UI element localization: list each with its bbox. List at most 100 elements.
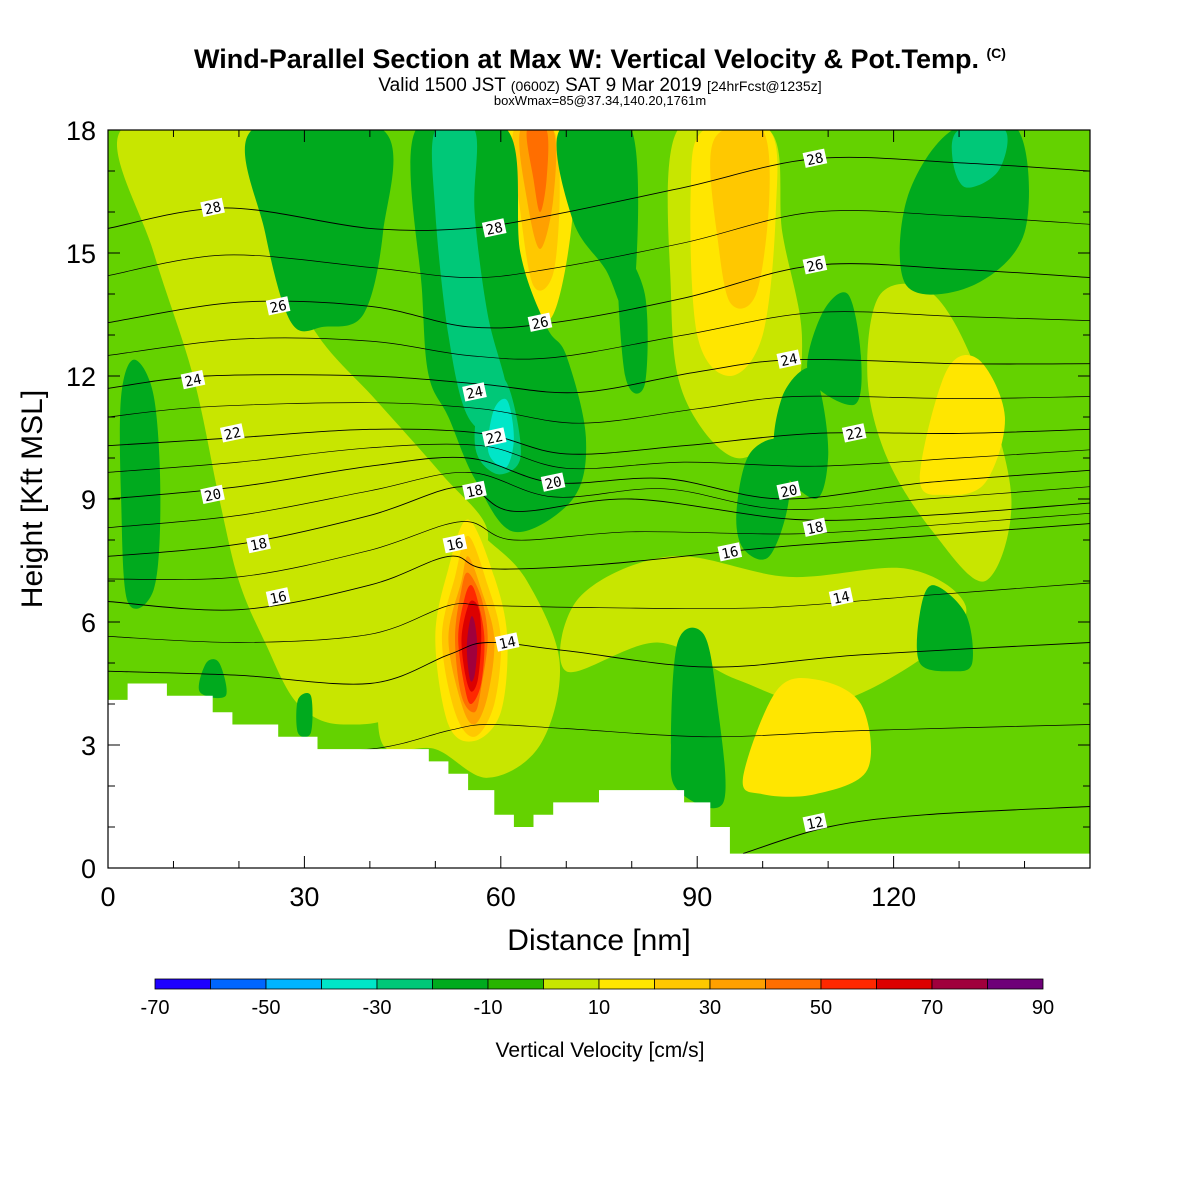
isentrope-label-text: 26 bbox=[268, 298, 288, 317]
y-tick-label: 15 bbox=[66, 239, 96, 269]
velocity-contour-region bbox=[119, 359, 161, 609]
chart-title: Wind-Parallel Section at Max W: Vertical… bbox=[194, 44, 1006, 74]
isentrope-label-box bbox=[776, 349, 802, 369]
isentrope-label: 24 bbox=[462, 382, 487, 403]
isentrope-label-box bbox=[540, 472, 566, 492]
y-tick-label: 3 bbox=[81, 731, 96, 761]
colorbar-swatch bbox=[543, 978, 600, 990]
isentrope-label-box bbox=[802, 517, 828, 537]
colorbar-tick-label: 10 bbox=[588, 997, 610, 1019]
velocity-contour-region bbox=[559, 556, 967, 705]
y-tick-label: 12 bbox=[66, 362, 96, 392]
isentrope-group bbox=[108, 156, 1090, 855]
isentrope-label-box bbox=[265, 296, 291, 316]
isentrope-label-box bbox=[717, 542, 743, 562]
isentrope-label-text: 22 bbox=[845, 425, 865, 444]
colorbar-tick-label: 50 bbox=[810, 997, 832, 1019]
isentrope-label: 22 bbox=[481, 427, 507, 448]
y-axis-label: Height [Kft MSL] bbox=[16, 390, 49, 608]
isentrope-label-text: 26 bbox=[805, 257, 825, 276]
isentrope-line-12 bbox=[742, 806, 1090, 855]
isentrope-label-text: 22 bbox=[223, 425, 243, 444]
isentrope-label: 26 bbox=[265, 296, 291, 317]
isentrope-label-box bbox=[442, 533, 468, 554]
velocity-contour-region bbox=[710, 130, 770, 309]
isentrope-label: 12 bbox=[802, 812, 828, 833]
isentrope-label-box bbox=[180, 369, 206, 390]
colorbar-tick-label: -10 bbox=[474, 997, 503, 1019]
isentrope-label: 18 bbox=[246, 533, 271, 555]
isentrope-label-box bbox=[481, 427, 507, 447]
x-tick-label: 60 bbox=[486, 882, 516, 912]
isentrope-label-text: 20 bbox=[543, 474, 563, 493]
isentrope-label-text: 28 bbox=[485, 220, 505, 239]
isentrope-label: 14 bbox=[828, 587, 854, 608]
y-tick-label: 0 bbox=[81, 854, 96, 884]
isentrope-label-text: 28 bbox=[805, 150, 825, 169]
isentrope-label-text: 20 bbox=[203, 486, 223, 505]
velocity-contour-region bbox=[807, 292, 862, 406]
isentrope-label: 22 bbox=[219, 423, 245, 444]
isentrope-label: 14 bbox=[494, 632, 520, 653]
isentrope-label-text: 18 bbox=[805, 519, 825, 538]
isentrope-line-22 bbox=[108, 428, 1090, 455]
isentrope-line-20 bbox=[108, 456, 1090, 500]
chart-valid-time: Valid 1500 JST (0600Z) SAT 9 Mar 2019 [2… bbox=[378, 75, 822, 96]
isentrope-minor-line bbox=[108, 472, 1090, 529]
isentrope-label: 16 bbox=[717, 542, 743, 563]
isentrope-label: 24 bbox=[776, 349, 802, 370]
velocity-contour-region bbox=[526, 130, 549, 212]
isentrope-label: 28 bbox=[481, 218, 507, 239]
isentrope-minor-line bbox=[108, 210, 1090, 278]
isentrope-label: 20 bbox=[200, 484, 225, 505]
colorbar-tick-label: 30 bbox=[699, 997, 721, 1019]
colorbar-swatch bbox=[432, 978, 489, 990]
isentrope-label-box bbox=[828, 587, 854, 607]
colorbar-tick-label: -50 bbox=[252, 997, 281, 1019]
terrain-mask bbox=[108, 683, 1090, 868]
velocity-contour-region bbox=[670, 627, 726, 809]
isentrope-label-text: 18 bbox=[465, 482, 485, 501]
velocity-contour-region bbox=[919, 354, 1005, 496]
isentrope-label-box bbox=[462, 480, 487, 500]
isentrope-label-box bbox=[494, 632, 520, 652]
isentrope-line-18 bbox=[108, 486, 1090, 557]
isentrope-label-box bbox=[841, 423, 867, 443]
colorbar-swatch bbox=[376, 978, 433, 990]
velocity-contour-region bbox=[198, 659, 227, 699]
isentrope-label-box bbox=[527, 312, 553, 332]
colorbar-swatch bbox=[210, 978, 267, 990]
isentrope-label: 28 bbox=[802, 148, 828, 169]
isentrope-label: 16 bbox=[442, 533, 468, 555]
colorbar-swatch bbox=[709, 978, 766, 990]
isentrope-minor-line bbox=[108, 395, 1090, 424]
isentrope-label-group: 28 28 28 26 26 26 24 24 24 22 22 22 20 20 20 18 18 18 16 16… bbox=[180, 148, 867, 833]
velocity-contour-region bbox=[951, 130, 1008, 188]
isentrope-label-box bbox=[265, 587, 291, 607]
contour-fill-group bbox=[116, 130, 1029, 809]
isentrope-label-text: 16 bbox=[268, 589, 288, 608]
colorbar-label: Vertical Velocity [cm/s] bbox=[496, 1039, 705, 1062]
y-tick-label: 9 bbox=[81, 485, 96, 515]
isentrope-minor-line bbox=[108, 311, 1090, 360]
colorbar-swatch bbox=[598, 978, 655, 990]
isentrope-label-text: 12 bbox=[805, 814, 825, 833]
velocity-contour-region bbox=[466, 616, 478, 682]
isentrope-label-text: 28 bbox=[203, 199, 223, 218]
x-tick-label: 0 bbox=[100, 882, 115, 912]
isentrope-label-box bbox=[246, 533, 271, 554]
isentrope-label-text: 24 bbox=[465, 384, 485, 403]
colorbar-tick-label: -70 bbox=[141, 997, 170, 1019]
isentrope-label: 20 bbox=[540, 472, 566, 493]
x-tick-label: 120 bbox=[871, 882, 916, 912]
colorbar-swatch bbox=[265, 978, 322, 990]
isentrope-label-text: 26 bbox=[530, 314, 550, 333]
isentrope-label-text: 22 bbox=[485, 429, 505, 448]
isentrope-label: 18 bbox=[802, 517, 828, 538]
x-axis-label: Distance [nm] bbox=[507, 924, 690, 957]
colorbar-swatch bbox=[876, 978, 933, 990]
colorbar-swatch bbox=[931, 978, 988, 990]
isentrope-label-text: 16 bbox=[445, 536, 465, 555]
isentrope-label-text: 24 bbox=[183, 372, 203, 391]
colorbar-swatch bbox=[987, 978, 1044, 990]
